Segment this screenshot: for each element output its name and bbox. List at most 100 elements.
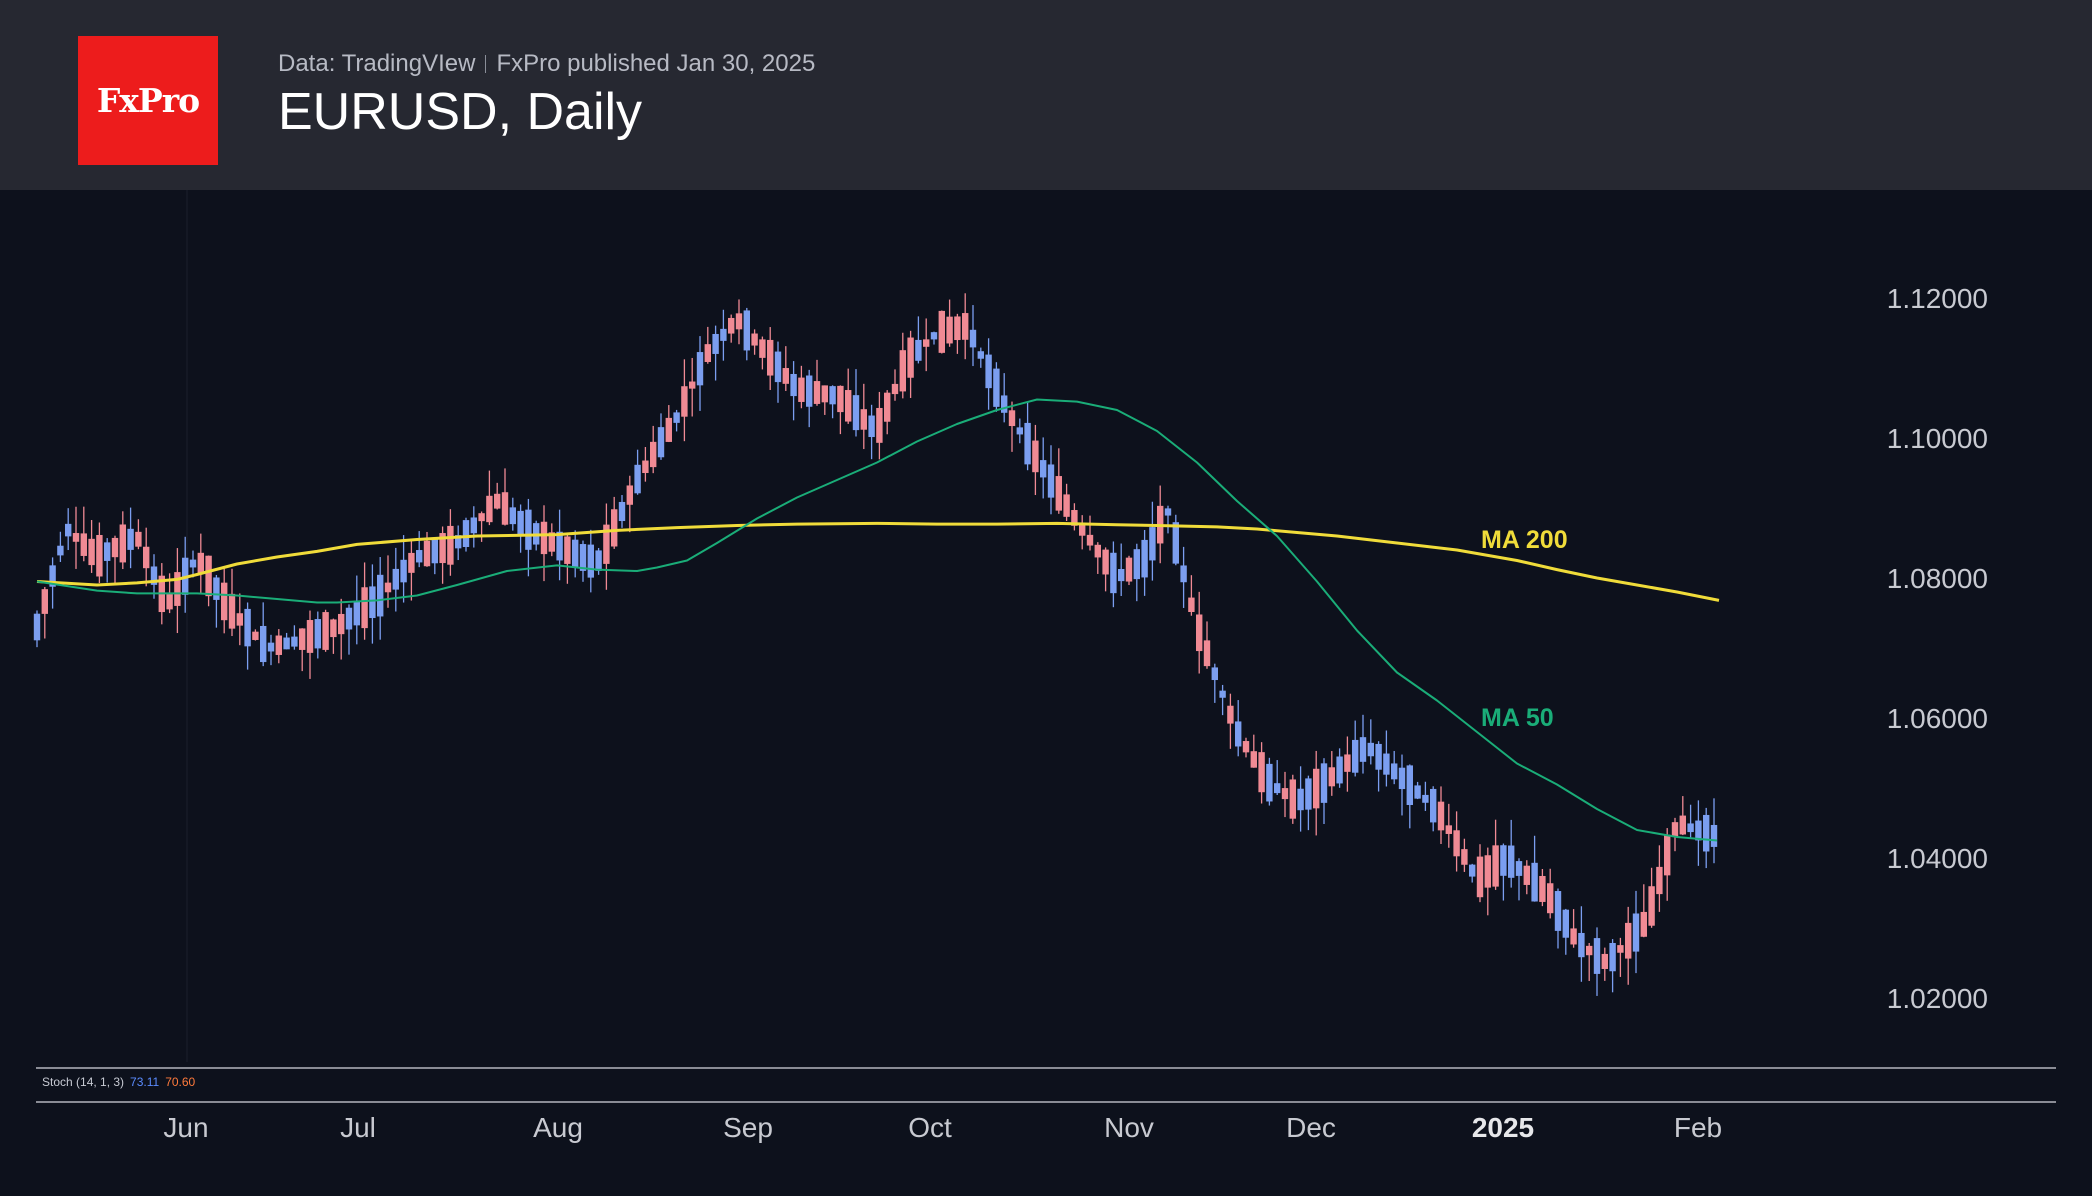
x-tick-label: Dec (1286, 1112, 1336, 1143)
candle-body (611, 509, 618, 547)
candle-body (1656, 866, 1663, 895)
candle-body (1586, 945, 1593, 956)
candle-body (1188, 597, 1195, 613)
candle-body (767, 339, 774, 376)
candle-body (1593, 938, 1601, 974)
candle-body (1570, 928, 1577, 945)
candle-body (345, 607, 353, 630)
candle-body (1172, 522, 1179, 564)
candle-body (174, 572, 181, 606)
candle-body (1578, 932, 1585, 958)
candle-body (408, 552, 415, 573)
candle-body (1398, 767, 1406, 790)
candle-body (1094, 544, 1101, 558)
candle-body (213, 577, 220, 600)
candle-body (665, 417, 672, 442)
candle-body (1508, 845, 1515, 878)
candle-body (579, 544, 587, 571)
candle-body (509, 507, 516, 525)
candle-body (1375, 743, 1382, 770)
candle-body (494, 493, 501, 509)
candle-body (572, 539, 579, 568)
candle-body (392, 568, 399, 590)
candle-body (852, 395, 860, 431)
candle-body (1617, 945, 1624, 953)
candle-body (1469, 864, 1476, 877)
y-tick-label: 1.02000 (1887, 983, 1988, 1014)
candle-body (143, 546, 150, 569)
candle-body (595, 550, 602, 571)
candle-body (650, 441, 657, 468)
candle-body (1219, 690, 1226, 698)
candle-body (501, 492, 509, 525)
candle-body (1180, 565, 1187, 583)
candle-body (1164, 508, 1172, 516)
candle-body (946, 316, 953, 344)
candle-body (813, 381, 821, 404)
candle-body (478, 513, 485, 522)
candle-body (735, 313, 743, 330)
candle-body (985, 354, 992, 389)
candle-body (938, 310, 945, 353)
candle-body (1679, 815, 1686, 835)
candle-body (1391, 763, 1398, 780)
candle-body (1196, 614, 1203, 652)
candle-body (681, 386, 688, 417)
candle-body (431, 538, 438, 564)
published-date: FxPro published Jan 30, 2025 (496, 50, 816, 77)
candle-body (1484, 855, 1491, 888)
candle-body (1476, 856, 1484, 898)
candle-body (540, 521, 548, 555)
candle-body (353, 600, 360, 626)
candle-body (111, 537, 119, 558)
candle-body (930, 332, 938, 340)
candle-body (962, 313, 969, 340)
candle-body (689, 381, 696, 389)
candle-body (1016, 427, 1023, 435)
candle-body (267, 642, 275, 652)
candle-body (127, 528, 134, 550)
candle-body (228, 593, 236, 629)
candle-body (455, 535, 462, 549)
candle-body (221, 582, 228, 621)
candles (33, 293, 1718, 996)
candle-body (673, 412, 680, 423)
candle-body (1149, 527, 1156, 561)
candle-body (806, 375, 813, 407)
candle-body (462, 520, 470, 547)
candle-body (361, 587, 368, 629)
candle-body (837, 385, 844, 413)
candle-body (1274, 783, 1281, 794)
candle-body (1383, 753, 1390, 775)
candle-body (993, 368, 1000, 407)
candle-body (1297, 788, 1304, 811)
candle-body (306, 620, 314, 653)
chart-title: EURUSD, Daily (278, 83, 643, 141)
candle-body (1344, 754, 1351, 772)
candle-body (704, 344, 711, 362)
y-tick-label: 1.10000 (1887, 423, 1988, 454)
candle-body (41, 589, 48, 614)
y-tick-label: 1.04000 (1887, 843, 1988, 874)
candle-body (1258, 752, 1265, 793)
ma50-line (36, 398, 1718, 842)
candle-body (1695, 820, 1702, 841)
candle-body (969, 329, 977, 348)
candle-body (821, 385, 828, 403)
ma50-label: MA 50 (1481, 704, 1554, 732)
x-tick-label: 2025 (1472, 1112, 1534, 1143)
fxpro-logo: FxPro (78, 36, 218, 165)
candle-body (299, 628, 306, 650)
candle-body (1430, 788, 1437, 823)
x-tick-label: Feb (1674, 1112, 1722, 1143)
candle-body (1133, 549, 1140, 580)
x-tick-label: Sep (723, 1112, 773, 1143)
meta-separator (485, 55, 487, 73)
candle-body (252, 631, 259, 640)
x-axis: Jun Jul Aug Sep Oct Nov Dec 2025 Feb (163, 1112, 1722, 1143)
candle-body (774, 351, 782, 383)
candle-body (743, 310, 750, 351)
candle-body (1492, 845, 1499, 887)
x-tick-label: Aug (533, 1112, 583, 1143)
candle-body (96, 534, 103, 577)
